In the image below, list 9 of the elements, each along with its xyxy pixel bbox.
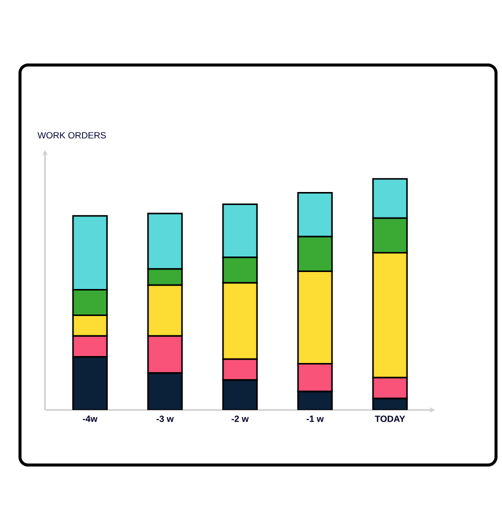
x-tick-label: -2 w: [232, 416, 249, 422]
x-tick-label: -3 w: [156, 416, 174, 422]
bar: [147, 372, 183, 410]
x-tick-label: -4w: [82, 416, 98, 422]
x-tick-label: TODAY: [374, 416, 406, 422]
bar: [222, 379, 258, 410]
bar: [72, 356, 108, 410]
y-axis-title: WORK ORDERS: [38, 132, 106, 138]
x-tick-label: -1 w: [306, 416, 324, 422]
